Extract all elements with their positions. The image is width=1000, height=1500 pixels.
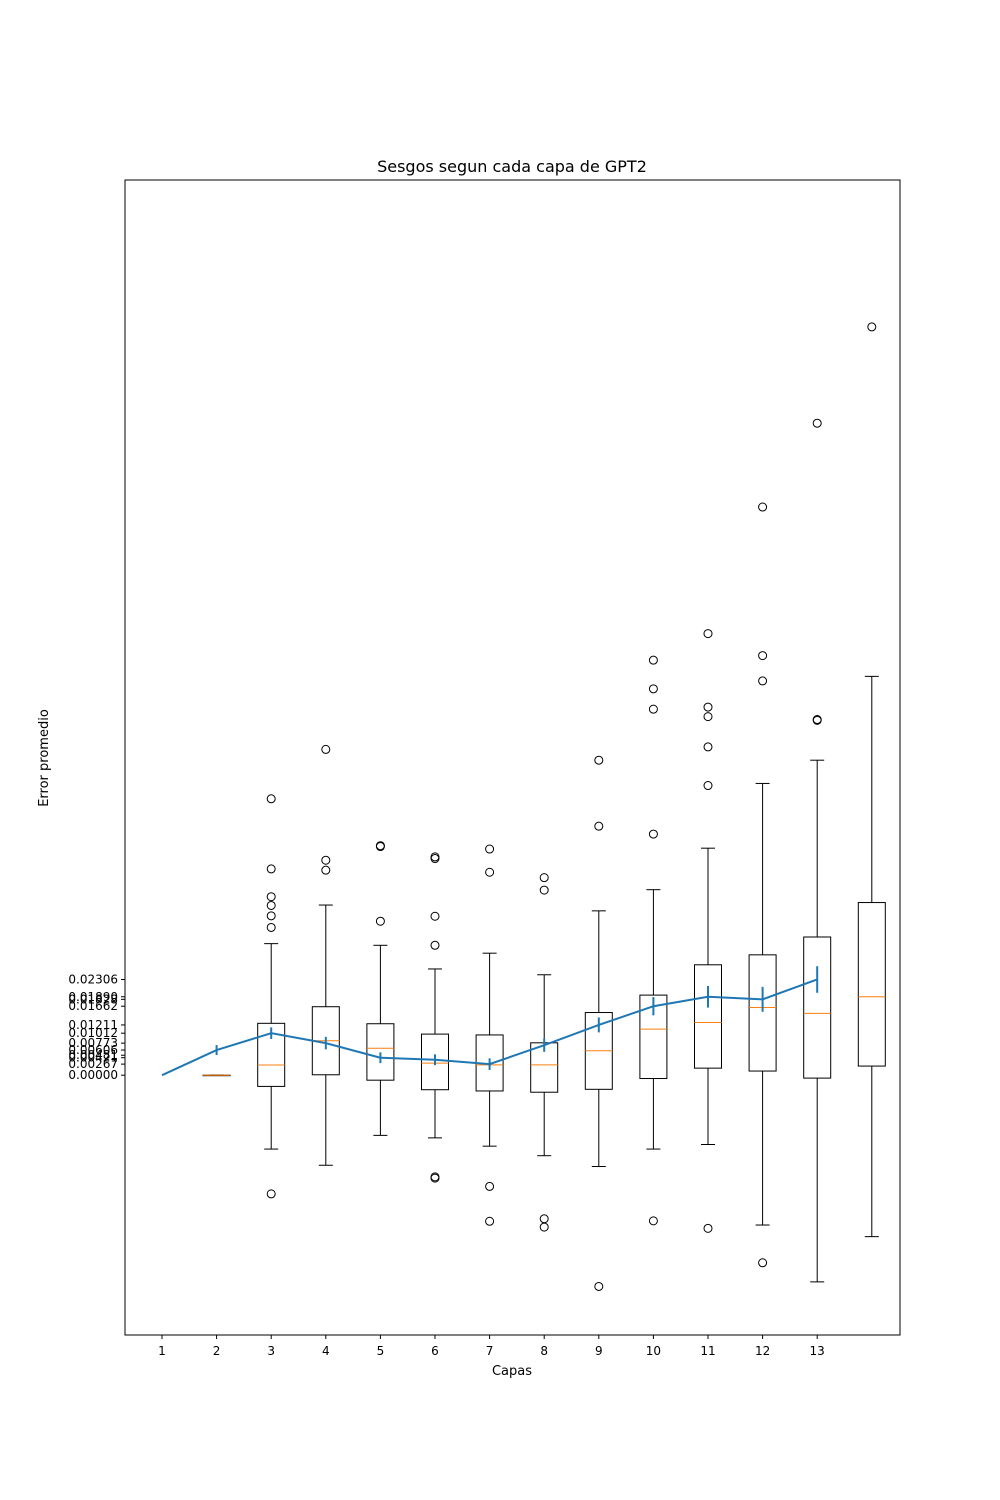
plot-frame [124,179,901,1336]
outlier-point [266,900,276,910]
y-tick-label: 0.01211 [68,1018,118,1032]
boxplot [694,629,722,1233]
chart-marks [161,322,886,1291]
outlier-point [430,911,440,921]
outlier-point [594,755,604,765]
outlier-point [321,865,331,875]
box [748,954,777,1072]
outlier-point [758,502,768,512]
outlier-point [648,655,658,665]
y-tick-label: 0.02306 [68,972,118,986]
x-tick-label: 7 [486,1344,494,1358]
outlier-point [430,854,440,864]
y-tick-label: 0.00773 [68,1036,118,1050]
outlier-point [321,744,331,754]
y-tick-label: 0.01890 [68,990,118,1004]
outlier-point [321,855,331,865]
y-tick-label: 0.00267 [68,1057,118,1071]
boxplot [257,794,286,1199]
outlier-point [430,1173,440,1183]
outlier-point [485,867,495,877]
outlier-point [648,684,658,694]
x-tick-label: 8 [540,1344,548,1358]
outlier-point [703,742,713,752]
boxplot [584,755,613,1291]
y-tick-label: 0.01662 [68,999,118,1013]
outlier-point [539,873,549,883]
outlier-point [594,821,604,831]
x-tick-label: 6 [431,1344,439,1358]
box [639,994,668,1080]
x-tick-label: 4 [322,1344,330,1358]
outlier-point [812,418,822,428]
outlier-point [758,1258,768,1268]
boxplot [857,322,886,1238]
outlier-point [594,1281,604,1291]
y-tick-label: 0.00606 [68,1043,118,1057]
outlier-point [266,864,276,874]
x-tick-label: 3 [267,1344,275,1358]
boxplot [639,655,668,1226]
outlier-point [539,885,549,895]
chart-title: Sesgos segun cada capa de GPT2 [377,157,647,176]
outlier-point [758,651,768,661]
box [803,936,832,1079]
y-tick-label: 0.00421 [68,1051,118,1065]
outlier-point [648,829,658,839]
outlier-point [485,844,495,854]
boxplot [366,841,395,1136]
axis-ticks: 1 2 3 4 5 6 7 8 9 10 11 12 130.000000.002670.004210.… [68,972,824,1358]
x-tick-label: 9 [595,1344,603,1358]
outlier-point [703,712,713,722]
outlier-point [375,916,385,926]
plot-area [125,180,900,1335]
outlier-point [266,794,276,804]
x-tick-label: 13 [810,1344,825,1358]
y-tick-label: 0.00481 [68,1048,118,1062]
outlier-point [703,781,713,791]
x-tick-label: 2 [213,1344,221,1358]
x-tick-label: 12 [755,1344,770,1358]
outlier-point [485,1216,495,1226]
outlier-point [375,842,385,852]
outlier-point [430,940,440,950]
outlier-point [485,1181,495,1191]
outlier-point [703,702,713,712]
outlier-point [758,676,768,686]
outlier-point [266,911,276,921]
outlier-point [648,704,658,714]
outlier-point [539,1222,549,1232]
outlier-point [266,892,276,902]
y-tick-label: 0.01828 [68,992,118,1006]
x-axis-label: Capas [492,1364,532,1379]
outlier-point [648,1216,658,1226]
boxplot [803,418,832,1283]
y-tick-label: 0.01012 [68,1026,118,1040]
x-tick-label: 5 [377,1344,385,1358]
outlier-point [703,1223,713,1233]
box [421,1033,449,1091]
box [694,964,722,1069]
outlier-point [703,629,713,639]
box [857,902,886,1067]
boxplot [748,502,777,1268]
outlier-point [812,715,822,725]
x-tick-label: 10 [646,1344,661,1358]
x-tick-label: 11 [700,1344,715,1358]
outlier-point [266,922,276,932]
boxplot [475,844,504,1226]
box [257,1022,286,1087]
y-axis-label: Error promedio [37,709,52,807]
x-tick-label: 1 [158,1344,166,1358]
box [366,1023,395,1081]
outlier-point [867,322,877,332]
boxplot [202,1074,231,1077]
outlier-point [266,1189,276,1199]
y-tick-label: 0.00000 [68,1068,118,1082]
